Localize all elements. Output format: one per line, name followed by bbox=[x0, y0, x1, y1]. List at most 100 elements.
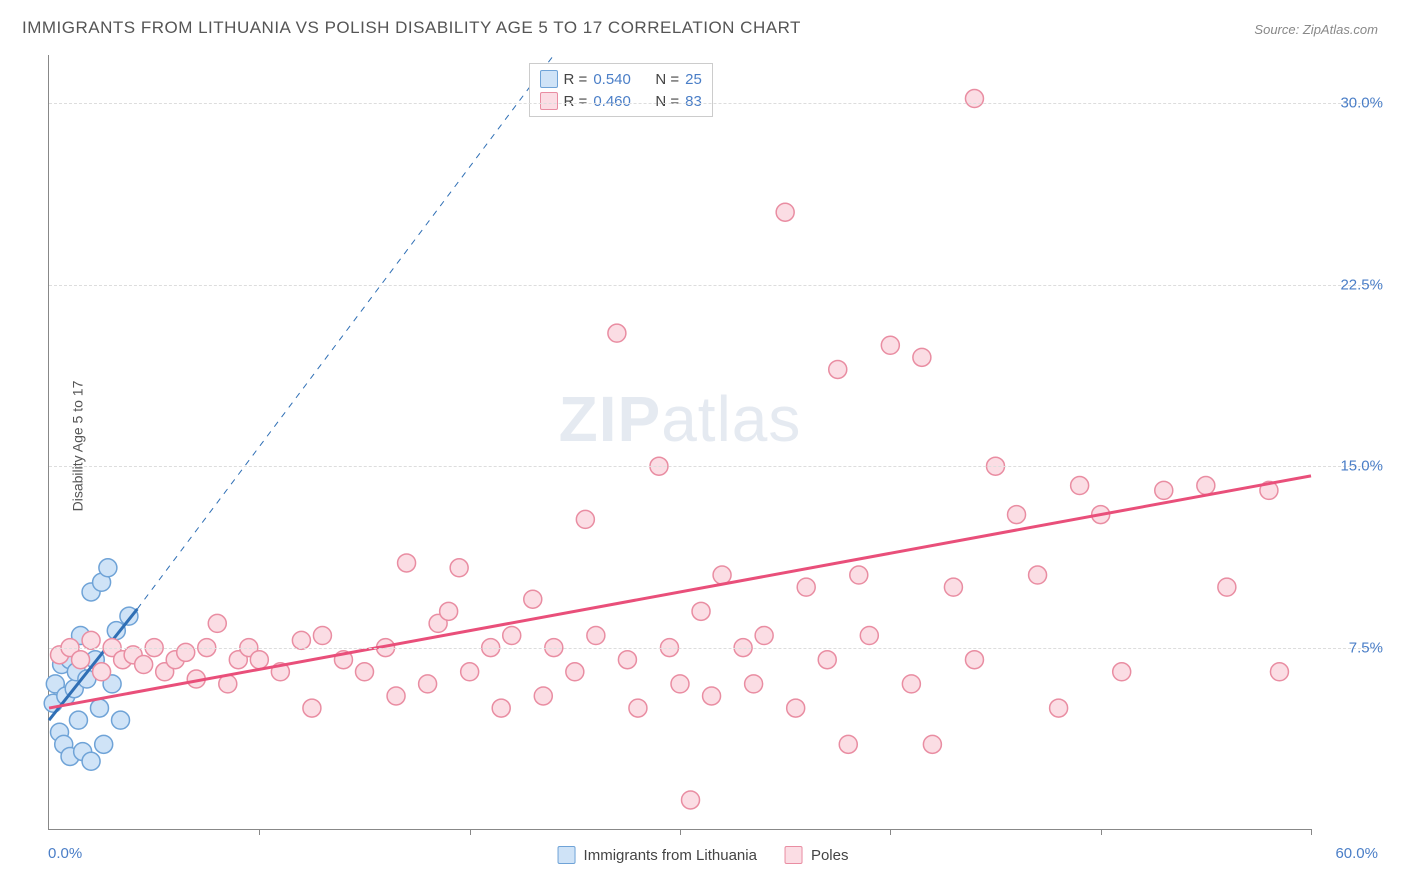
data-point bbox=[965, 651, 983, 669]
data-point bbox=[745, 675, 763, 693]
data-point bbox=[682, 791, 700, 809]
data-point bbox=[923, 735, 941, 753]
x-tick bbox=[680, 829, 681, 835]
chart-title: IMMIGRANTS FROM LITHUANIA VS POLISH DISA… bbox=[22, 18, 801, 38]
data-point bbox=[902, 675, 920, 693]
data-point bbox=[576, 510, 594, 528]
data-point bbox=[99, 559, 117, 577]
data-point bbox=[881, 336, 899, 354]
data-point bbox=[703, 687, 721, 705]
legend-swatch bbox=[540, 92, 558, 110]
data-point bbox=[1270, 663, 1288, 681]
data-point bbox=[1029, 566, 1047, 584]
data-point bbox=[313, 627, 331, 645]
y-tick-label: 30.0% bbox=[1340, 95, 1383, 112]
data-point bbox=[671, 675, 689, 693]
data-point bbox=[492, 699, 510, 717]
source-value: ZipAtlas.com bbox=[1303, 22, 1378, 37]
data-point bbox=[787, 699, 805, 717]
x-tick bbox=[470, 829, 471, 835]
source-label: Source: bbox=[1254, 22, 1299, 37]
data-point bbox=[1008, 506, 1026, 524]
legend-swatch bbox=[540, 70, 558, 88]
legend-r-value: 0.460 bbox=[593, 93, 631, 110]
series-legend: Immigrants from Lithuania Poles bbox=[558, 846, 849, 864]
data-point bbox=[818, 651, 836, 669]
legend-n-value: 25 bbox=[685, 71, 702, 88]
trend-line-extension bbox=[137, 55, 553, 609]
data-point bbox=[250, 651, 268, 669]
legend-n-label: N = bbox=[655, 93, 679, 110]
data-point bbox=[177, 643, 195, 661]
x-tick bbox=[1101, 829, 1102, 835]
legend-row: R = 0.460 N = 83 bbox=[540, 90, 702, 112]
y-tick-label: 22.5% bbox=[1340, 276, 1383, 293]
legend-n-value: 83 bbox=[685, 93, 702, 110]
correlation-legend: R = 0.540 N = 25R = 0.460 N = 83 bbox=[529, 63, 713, 117]
data-point bbox=[95, 735, 113, 753]
data-point bbox=[303, 699, 321, 717]
data-point bbox=[776, 203, 794, 221]
x-tick bbox=[1311, 829, 1312, 835]
data-point bbox=[755, 627, 773, 645]
data-point bbox=[1050, 699, 1068, 717]
data-point bbox=[208, 614, 226, 632]
data-point bbox=[135, 656, 153, 674]
legend-r-value: 0.540 bbox=[593, 71, 631, 88]
scatter-plot: ZIPatlas R = 0.540 N = 25R = 0.460 N = 8… bbox=[48, 55, 1311, 830]
gridline bbox=[49, 103, 1381, 104]
legend-item: Poles bbox=[785, 846, 849, 864]
data-point bbox=[72, 651, 90, 669]
data-point bbox=[419, 675, 437, 693]
data-point bbox=[1155, 481, 1173, 499]
data-point bbox=[797, 578, 815, 596]
data-point bbox=[713, 566, 731, 584]
legend-n-label: N = bbox=[655, 71, 679, 88]
source-attribution: Source: ZipAtlas.com bbox=[1254, 22, 1378, 37]
data-point bbox=[608, 324, 626, 342]
data-point bbox=[450, 559, 468, 577]
legend-item: Immigrants from Lithuania bbox=[558, 846, 757, 864]
legend-label: Immigrants from Lithuania bbox=[584, 847, 757, 864]
legend-r-label: R = bbox=[564, 93, 588, 110]
data-point bbox=[850, 566, 868, 584]
data-point bbox=[829, 360, 847, 378]
data-point bbox=[1113, 663, 1131, 681]
data-point bbox=[839, 735, 857, 753]
x-axis-origin-label: 0.0% bbox=[48, 845, 82, 862]
data-point bbox=[587, 627, 605, 645]
gridline bbox=[49, 285, 1381, 286]
data-point bbox=[93, 663, 111, 681]
data-point bbox=[503, 627, 521, 645]
legend-swatch bbox=[785, 846, 803, 864]
gridline bbox=[49, 466, 1381, 467]
data-point bbox=[692, 602, 710, 620]
data-point bbox=[1197, 477, 1215, 495]
data-point bbox=[1071, 477, 1089, 495]
plot-svg bbox=[49, 55, 1311, 829]
x-tick bbox=[259, 829, 260, 835]
data-point bbox=[566, 663, 584, 681]
data-point bbox=[440, 602, 458, 620]
data-point bbox=[82, 752, 100, 770]
data-point bbox=[398, 554, 416, 572]
gridline bbox=[49, 648, 1381, 649]
y-tick-label: 15.0% bbox=[1340, 458, 1383, 475]
data-point bbox=[112, 711, 130, 729]
data-point bbox=[618, 651, 636, 669]
data-point bbox=[534, 687, 552, 705]
legend-label: Poles bbox=[811, 847, 849, 864]
data-point bbox=[913, 348, 931, 366]
data-point bbox=[944, 578, 962, 596]
x-tick bbox=[890, 829, 891, 835]
y-tick-label: 7.5% bbox=[1349, 639, 1383, 656]
data-point bbox=[965, 90, 983, 108]
data-point bbox=[90, 699, 108, 717]
data-point bbox=[69, 711, 87, 729]
legend-row: R = 0.540 N = 25 bbox=[540, 68, 702, 90]
data-point bbox=[356, 663, 374, 681]
data-point bbox=[629, 699, 647, 717]
x-axis-max-label: 60.0% bbox=[1335, 845, 1378, 862]
data-point bbox=[860, 627, 878, 645]
legend-r-label: R = bbox=[564, 71, 588, 88]
